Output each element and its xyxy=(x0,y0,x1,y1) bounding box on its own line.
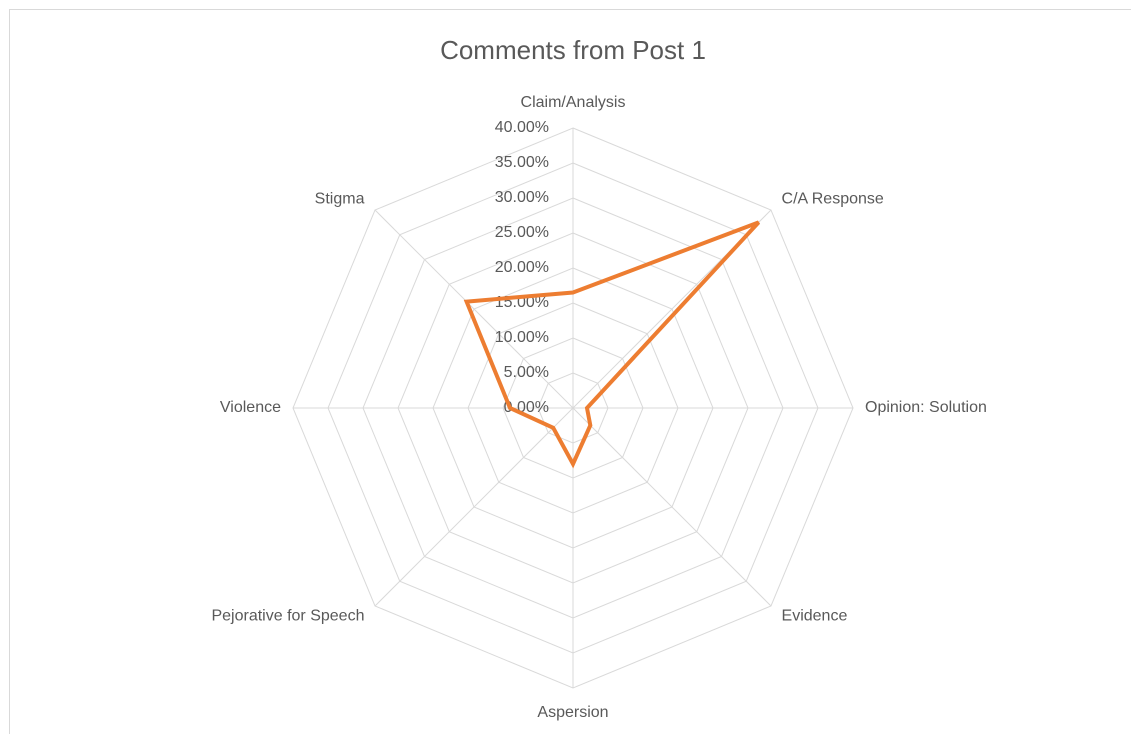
spoke xyxy=(374,209,574,409)
series-line xyxy=(463,220,761,469)
tick-label: 5.00% xyxy=(504,364,549,381)
tick-label: 20.00% xyxy=(495,259,549,276)
tick-label: 10.00% xyxy=(495,329,549,346)
chart-border xyxy=(9,9,1131,734)
category-label: Evidence xyxy=(782,608,848,625)
tick-label: 30.00% xyxy=(495,189,549,206)
category-label: Opinion: Solution xyxy=(865,399,987,416)
category-label: Stigma xyxy=(315,191,365,208)
category-label: Aspersion xyxy=(537,704,608,721)
chart-title: Comments from Post 1 xyxy=(440,35,706,65)
tick-label: 25.00% xyxy=(495,224,549,241)
tick-label: 35.00% xyxy=(495,154,549,171)
spoke xyxy=(572,407,772,607)
category-label: C/A Response xyxy=(782,191,884,208)
category-label: Claim/Analysis xyxy=(521,94,626,111)
category-label: Pejorative for Speech xyxy=(211,608,364,625)
category-label: Violence xyxy=(220,399,281,416)
spoke xyxy=(374,407,574,607)
tick-label: 40.00% xyxy=(495,119,549,136)
